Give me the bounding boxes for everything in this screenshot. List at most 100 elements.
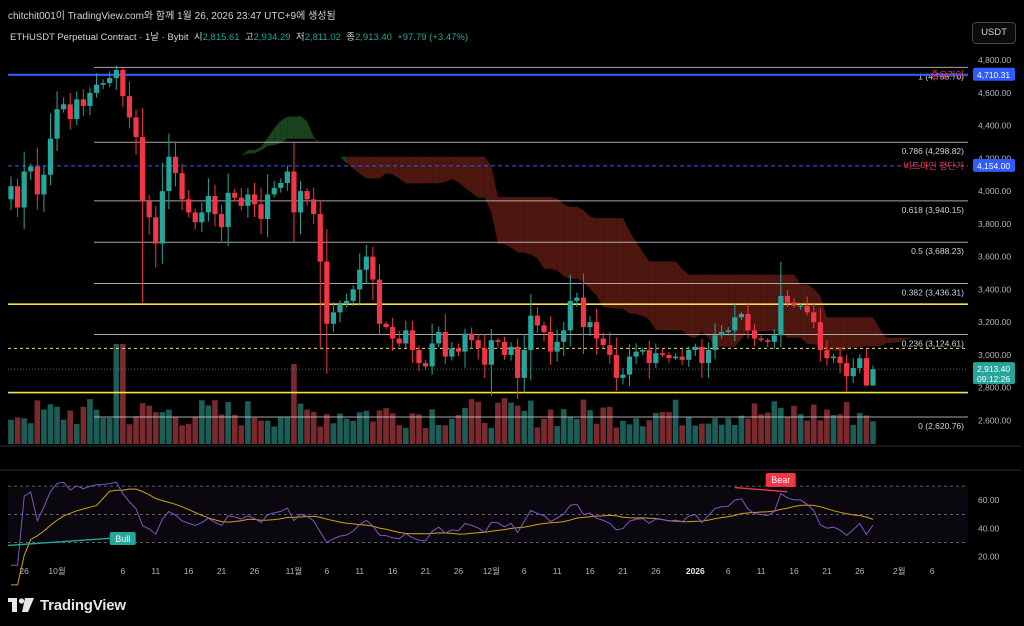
candle-body bbox=[659, 353, 666, 355]
volume-bar bbox=[245, 401, 251, 444]
cloud-segment bbox=[471, 156, 479, 198]
cloud-segment bbox=[386, 156, 393, 175]
volume-bar bbox=[284, 417, 291, 444]
candle-body bbox=[804, 305, 810, 313]
candle-body bbox=[686, 350, 692, 360]
volume-bar bbox=[139, 403, 146, 444]
volume-bar bbox=[685, 417, 692, 444]
candle-body bbox=[47, 138, 54, 175]
cloud-segment bbox=[820, 295, 827, 350]
cloud-segment bbox=[813, 288, 821, 348]
volume-bars bbox=[8, 344, 876, 444]
volume-bar bbox=[606, 406, 613, 444]
cloud-segment bbox=[346, 156, 354, 169]
volume-bar bbox=[74, 424, 80, 444]
volume-bar bbox=[126, 424, 133, 444]
caption: chitchit001이 TradingView.com와 함께 1월 26, … bbox=[8, 11, 336, 22]
time-tick-label: 21 bbox=[217, 566, 227, 576]
volume-bar bbox=[771, 401, 778, 444]
volume-bar bbox=[409, 413, 416, 444]
candle-body bbox=[528, 315, 534, 351]
candle-body bbox=[297, 191, 304, 213]
cloud-segment bbox=[504, 196, 512, 248]
cloud-segment bbox=[721, 274, 729, 347]
candle-body bbox=[817, 322, 823, 351]
volume-bar bbox=[857, 413, 863, 444]
volume-bar bbox=[304, 409, 310, 444]
cloud-segment bbox=[747, 274, 755, 332]
symbol-title: ETHUSDT Perpetual Contract · 1날 · Bybit bbox=[10, 32, 189, 43]
candle-body bbox=[521, 350, 527, 378]
volume-bar bbox=[41, 409, 47, 444]
cloud-segment bbox=[655, 261, 663, 330]
volume-bar bbox=[837, 414, 843, 444]
cloud-segment bbox=[636, 241, 643, 317]
candle-body bbox=[14, 186, 21, 208]
volume-bar bbox=[639, 426, 646, 444]
candle-body bbox=[870, 369, 876, 386]
cloud-segment bbox=[675, 261, 683, 331]
cloud-segment bbox=[478, 156, 485, 198]
currency-button[interactable]: USDT bbox=[972, 22, 1016, 44]
volume-bar bbox=[455, 415, 462, 444]
time-axis[interactable]: 26 10월 6 11 16 21 26 11월 6 11 16 21 26 12월 6 11 16 21 26 20… bbox=[19, 566, 934, 576]
close-label: 종 bbox=[346, 32, 355, 43]
cloud-segment bbox=[372, 156, 380, 179]
volume-bar bbox=[205, 405, 212, 444]
volume-bar bbox=[633, 418, 639, 444]
volume-bar bbox=[449, 418, 455, 444]
volume-bar bbox=[508, 402, 514, 444]
volume-bar bbox=[824, 409, 830, 444]
price-tick-label: 4,800.00 bbox=[978, 55, 1011, 65]
cloud-segment bbox=[228, 155, 235, 159]
candle-body bbox=[515, 346, 521, 378]
cloud-segment bbox=[662, 261, 669, 331]
cloud-segment bbox=[438, 156, 446, 184]
candle-body bbox=[258, 204, 264, 219]
volume-bar bbox=[416, 414, 422, 444]
price-tick-label: 3,000.00 bbox=[978, 350, 1011, 360]
candle-body bbox=[672, 356, 679, 359]
candle-body bbox=[436, 331, 442, 344]
cloud-segment bbox=[484, 156, 492, 213]
volume-bar bbox=[363, 410, 370, 444]
volume-bar bbox=[692, 425, 699, 444]
volume-bar bbox=[593, 423, 600, 444]
time-tick-label: 10월 bbox=[48, 566, 65, 576]
volume-bar bbox=[251, 417, 258, 444]
bear-badge bbox=[765, 473, 796, 487]
volume-bar bbox=[330, 423, 337, 444]
bull-badge bbox=[109, 532, 136, 545]
fib-label: 0 (2,620.76) bbox=[918, 421, 964, 431]
cloud-segment bbox=[353, 156, 360, 174]
candle-body bbox=[758, 338, 764, 341]
tradingview-logo[interactable]: TradingView bbox=[8, 594, 126, 616]
time-tick-label: 6 bbox=[120, 566, 125, 576]
volume-bar bbox=[271, 426, 277, 444]
candle-body bbox=[679, 356, 685, 360]
cloud-segment bbox=[774, 274, 781, 332]
volume-bar bbox=[791, 405, 797, 444]
volume-bar bbox=[574, 419, 580, 444]
volume-bar bbox=[225, 402, 231, 444]
price-tick-label: 4,400.00 bbox=[978, 121, 1011, 131]
bull-divergence-line bbox=[7, 536, 130, 547]
candle-body bbox=[383, 323, 389, 328]
candle-body bbox=[429, 343, 435, 367]
volume-bar bbox=[429, 409, 435, 444]
price-axis[interactable]: 2,600.00 2,800.00 3,000.00 3,200.00 3,400.00… bbox=[973, 55, 1015, 425]
volume-bar bbox=[54, 406, 60, 444]
volume-bar bbox=[120, 344, 126, 444]
cloud-segment bbox=[741, 274, 748, 340]
volume-bar bbox=[422, 427, 429, 444]
candle-body bbox=[218, 214, 225, 228]
candle-body bbox=[482, 348, 488, 365]
candle-body bbox=[738, 313, 744, 318]
cloud-segment bbox=[557, 198, 564, 277]
time-tick-label: 2026 bbox=[686, 566, 705, 576]
volume-bar bbox=[133, 416, 139, 444]
cloud-segment bbox=[399, 156, 406, 184]
candles bbox=[8, 65, 876, 399]
volume-bar bbox=[810, 404, 817, 444]
